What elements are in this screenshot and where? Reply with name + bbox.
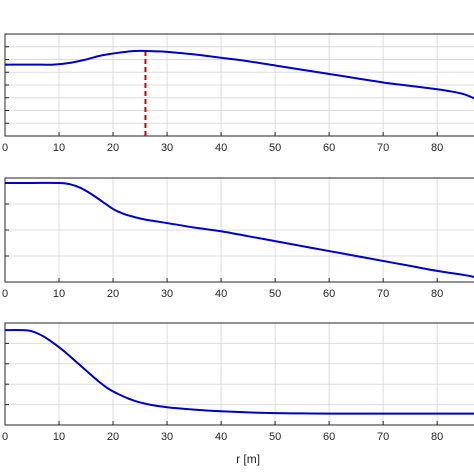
- x-tick-label: 50: [269, 288, 281, 300]
- x-tick-label: 40: [215, 142, 227, 154]
- x-tick-label: 30: [161, 431, 173, 443]
- x-tick-label: 0: [2, 288, 8, 300]
- chart-panel-top: 0 10 20 30 40 50 60 70 80: [2, 33, 474, 154]
- x-tick-label: 30: [161, 142, 173, 154]
- x-tick-label: 60: [323, 288, 335, 300]
- x-tick-label: 50: [269, 431, 281, 443]
- axes-box: [4, 33, 474, 137]
- x-tick-label: 10: [53, 142, 65, 154]
- x-tick-label: 40: [215, 288, 227, 300]
- x-tick-label: 80: [431, 431, 443, 443]
- x-tick-label: 70: [377, 431, 389, 443]
- chart-panel-middle: 0 10 20 30 40 50 60 70 80: [2, 177, 474, 300]
- x-tick-label: 40: [215, 431, 227, 443]
- x-tick-label: 20: [107, 142, 119, 154]
- x-tick-label: 30: [161, 288, 173, 300]
- x-tick-label: 80: [431, 288, 443, 300]
- x-tick-label: 60: [323, 142, 335, 154]
- axes-box: [4, 322, 474, 426]
- x-tick-label: 20: [107, 288, 119, 300]
- x-tick-label: 20: [107, 431, 119, 443]
- x-tick-label: 0: [2, 431, 8, 443]
- x-tick-label: 70: [377, 288, 389, 300]
- series-line-middle: [5, 181, 474, 278]
- x-tick-label: 10: [53, 431, 65, 443]
- x-tick-label: 80: [431, 142, 443, 154]
- axes-box: [4, 177, 474, 283]
- series-line-top: [5, 49, 474, 100]
- series-line-bottom: [5, 329, 474, 415]
- x-tick-label: 60: [323, 431, 335, 443]
- x-tick-label: 70: [377, 142, 389, 154]
- x-tick-label: 0: [2, 142, 8, 154]
- x-tick-label: 50: [269, 142, 281, 154]
- x-tick-label: 10: [53, 288, 65, 300]
- x-axis-label: r [m]: [236, 452, 260, 466]
- chart-panel-bottom: 0 10 20 30 40 50 60 70 80 r [m]: [2, 322, 474, 466]
